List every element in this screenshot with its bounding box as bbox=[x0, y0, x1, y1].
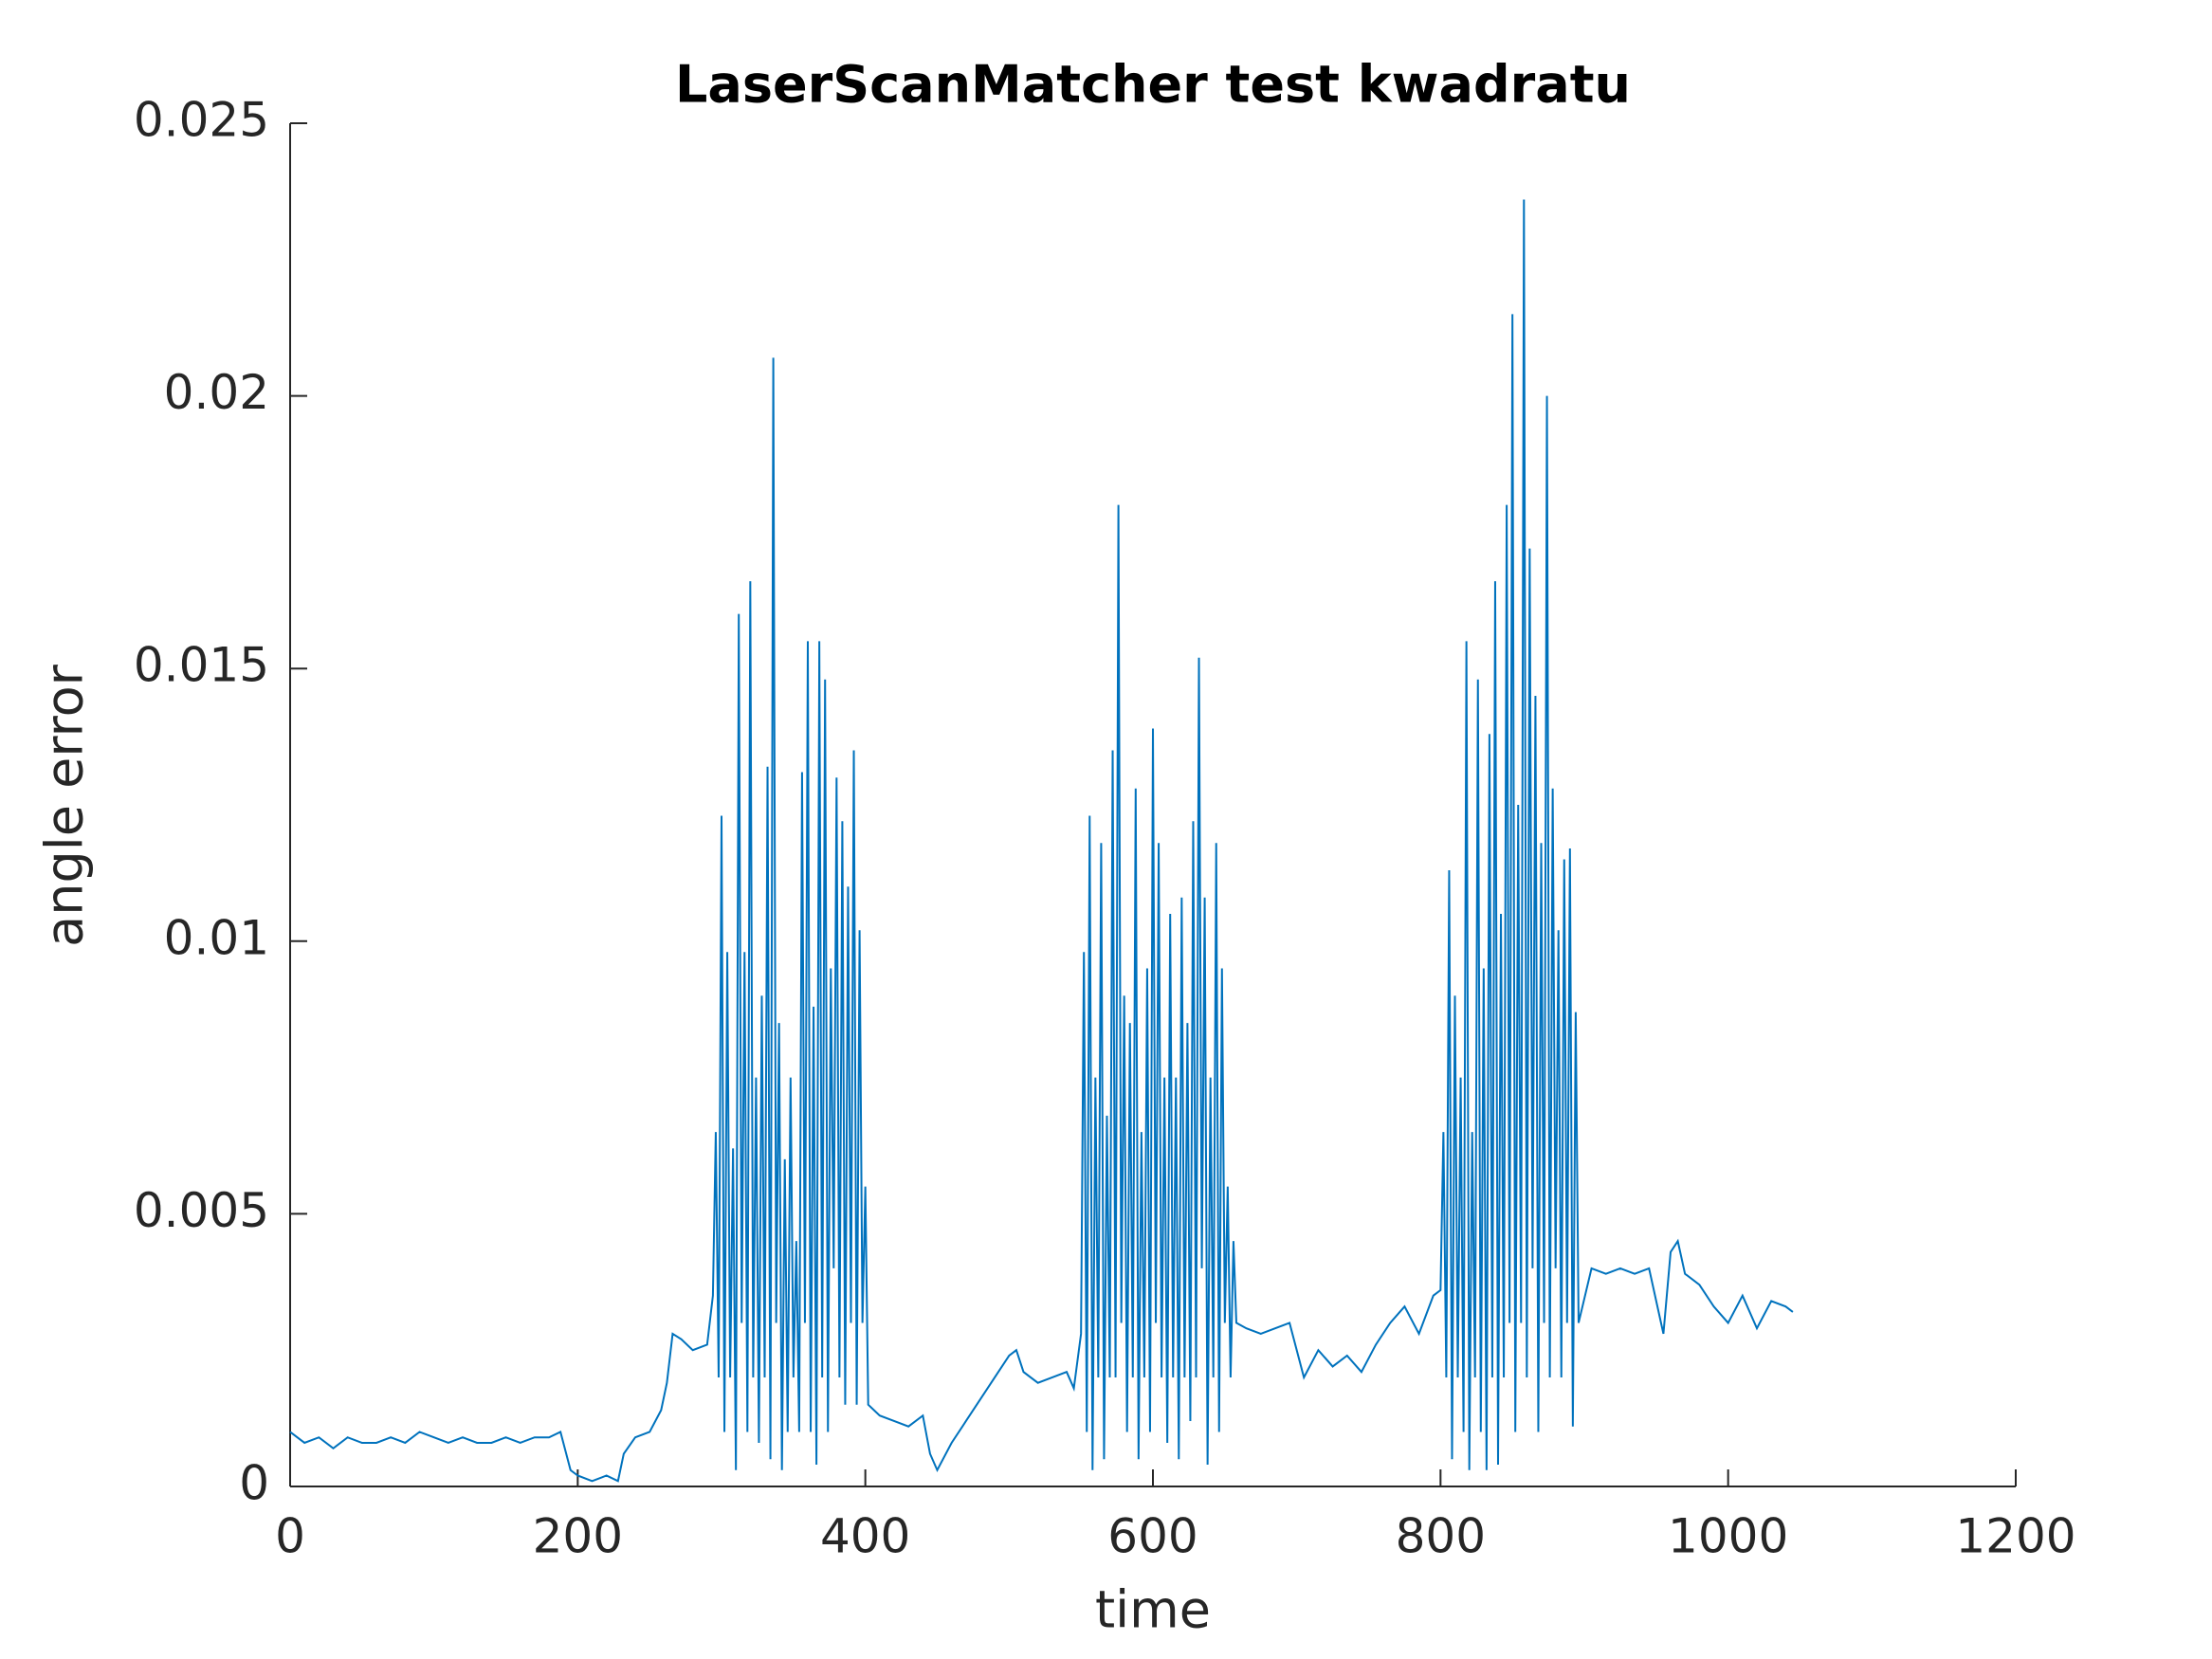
chart-title: LaserScanMatcher test kwadratu bbox=[675, 55, 1631, 115]
x-tick-label: 600 bbox=[1107, 1509, 1197, 1564]
y-axis-label: angle error bbox=[35, 664, 95, 947]
y-tick-label: 0.02 bbox=[164, 365, 269, 420]
x-tick-label: 400 bbox=[820, 1509, 910, 1564]
line bbox=[289, 199, 1794, 1483]
y-tick-label: 0.005 bbox=[134, 1183, 269, 1238]
x-tick-label: 1000 bbox=[1668, 1509, 1788, 1564]
x-tick-label: 200 bbox=[533, 1509, 623, 1564]
x-tick-label: 0 bbox=[275, 1509, 305, 1564]
y-tick-label: 0 bbox=[239, 1456, 269, 1511]
y-tick-label: 0.01 bbox=[164, 910, 269, 965]
y-tick-label: 0.015 bbox=[134, 638, 269, 693]
x-axis-label: time bbox=[1095, 1580, 1211, 1640]
y-tick-label: 0.025 bbox=[134, 93, 269, 148]
x-tick-label: 1200 bbox=[1955, 1509, 2075, 1564]
x-tick-label: 800 bbox=[1396, 1509, 1486, 1564]
